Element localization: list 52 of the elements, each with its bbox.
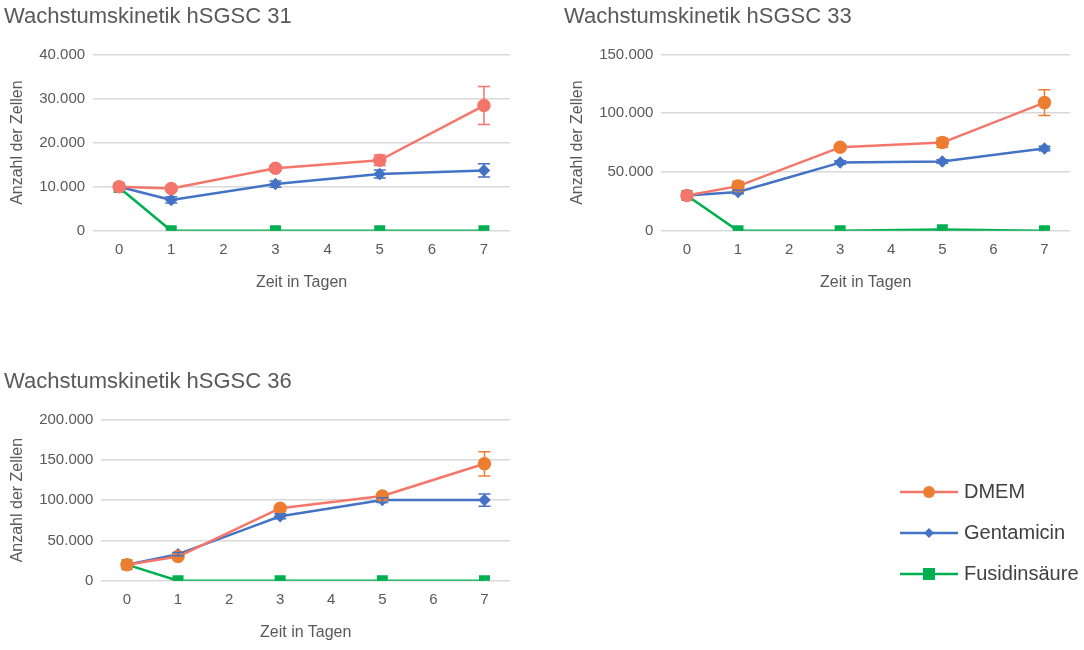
x-tick-label: 4 (327, 589, 336, 607)
x-tick-label: 1 (733, 239, 743, 257)
y-tick-label: 0 (76, 220, 86, 238)
chart-title: Wachstumskinetik hSGSC 31 (4, 3, 292, 29)
x-tick-label: 5 (375, 239, 384, 257)
y-axis-title: Anzahl der Zellen (8, 437, 26, 563)
legend-label: DMEM (964, 480, 1026, 503)
x-tick-label: 1 (167, 239, 176, 257)
y-tick-label: 50.000 (607, 162, 654, 180)
x-tick-label: 7 (479, 239, 489, 257)
y-tick-label: 10.000 (39, 176, 86, 194)
x-tick-label: 7 (480, 589, 489, 607)
y-tick-label: 100.000 (39, 490, 94, 508)
legend-label: Gentamicin (964, 521, 1066, 544)
x-tick-label: 5 (378, 589, 387, 607)
x-tick-label: 0 (682, 239, 692, 257)
x-tick-label: 2 (784, 239, 794, 257)
legend-label: Fusidinsäure (964, 562, 1079, 585)
y-tick-label: 50.000 (47, 530, 94, 548)
x-tick-label: 4 (323, 239, 332, 257)
chart-title: Wachstumskinetik hSGSC 33 (564, 3, 852, 29)
y-tick-label: 40.000 (39, 44, 86, 62)
y-tick-label: 150.000 (599, 44, 654, 62)
y-tick-label: 200.000 (39, 409, 94, 427)
x-tick-label: 0 (122, 589, 132, 607)
y-tick-label: 0 (645, 220, 654, 238)
x-tick-label: 5 (938, 239, 947, 257)
x-tick-label: 7 (1040, 239, 1049, 257)
x-axis-title: Zeit in Tagen (820, 272, 912, 290)
x-tick-label: 6 (427, 239, 436, 257)
x-tick-label: 3 (836, 239, 845, 257)
x-tick-label: 6 (429, 589, 438, 607)
y-axis-title: Anzahl der Zellen (8, 80, 26, 205)
y-tick-label: 150.000 (39, 449, 94, 467)
x-tick-label: 0 (114, 239, 124, 257)
y-tick-label: 30.000 (39, 88, 86, 106)
x-tick-label: 4 (887, 239, 896, 257)
y-tick-label: 0 (85, 570, 94, 588)
x-tick-label: 1 (173, 589, 183, 607)
x-axis-title: Zeit in Tagen (255, 272, 348, 290)
x-tick-label: 3 (271, 239, 280, 257)
x-axis-title: Zeit in Tagen (260, 622, 352, 640)
y-tick-label: 20.000 (39, 132, 86, 150)
chart-title: Wachstumskinetik hSGSC 36 (4, 368, 292, 394)
x-tick-label: 3 (276, 589, 285, 607)
x-tick-label: 2 (224, 589, 234, 607)
point (477, 457, 492, 471)
y-axis-title: Anzahl der Zellen (568, 80, 586, 205)
x-tick-label: 6 (989, 239, 998, 257)
y-tick-label: 100.000 (599, 103, 654, 121)
point (1037, 95, 1052, 110)
x-tick-label: 2 (219, 239, 228, 257)
